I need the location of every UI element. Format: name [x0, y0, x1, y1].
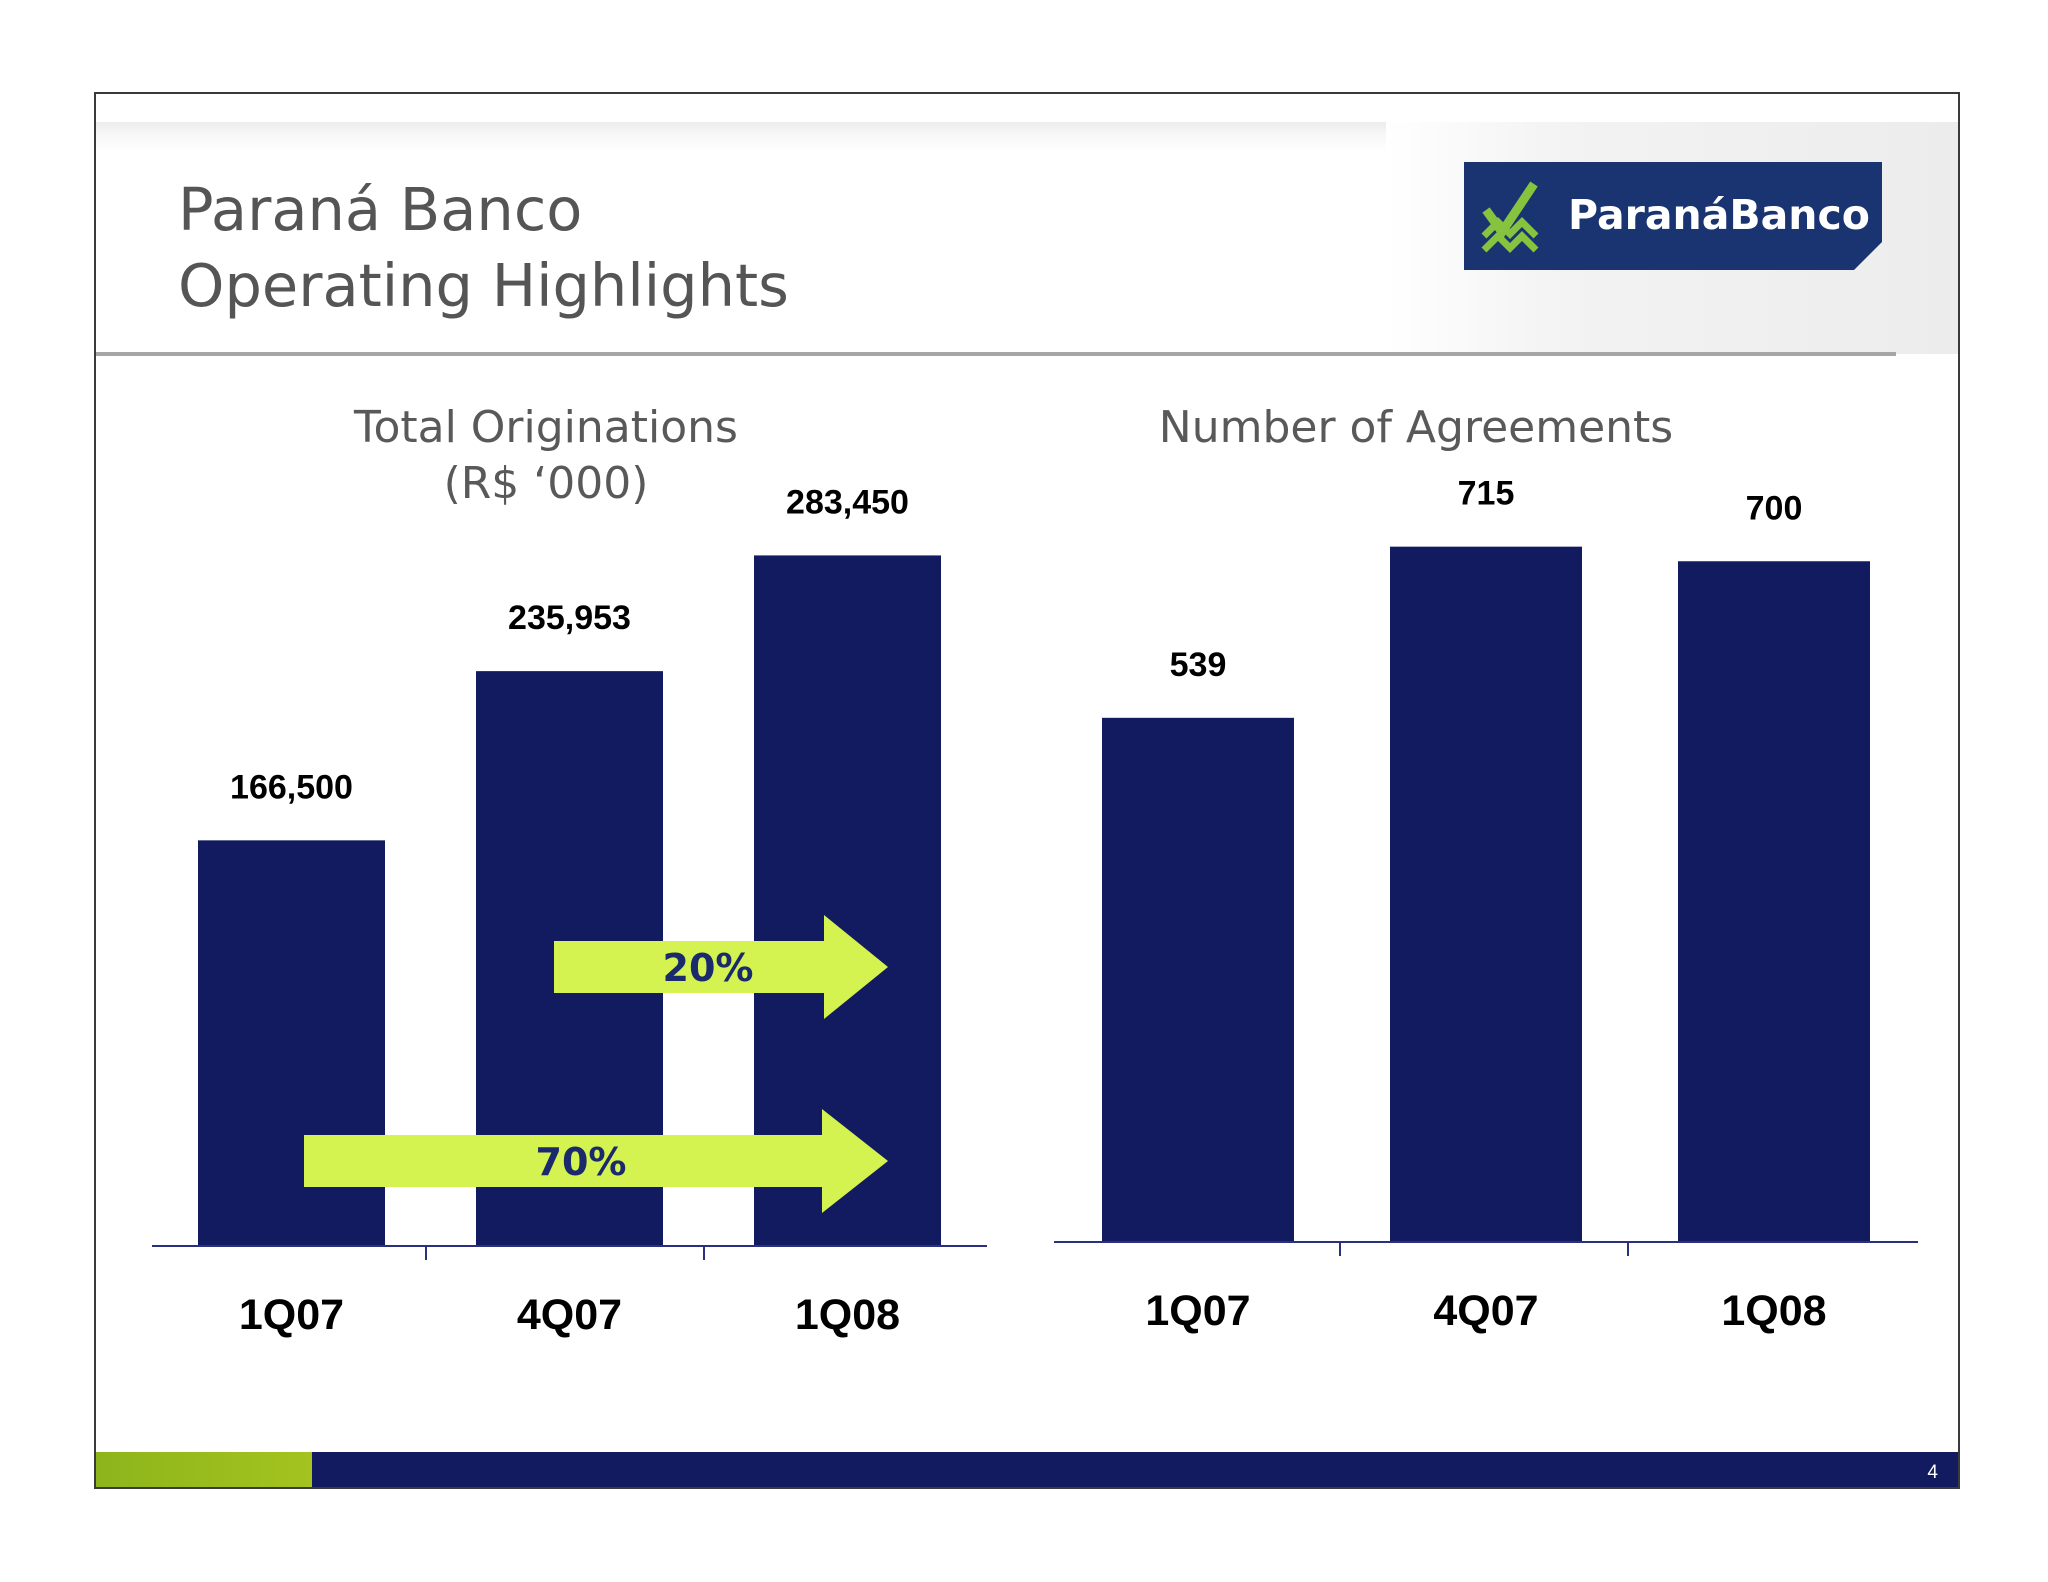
growth-arrow-70pct [304, 1109, 888, 1213]
chart-2-title-text: Number of Agreements [1158, 402, 1674, 453]
chart-1-subtitle: (R$ ‘000) [443, 458, 649, 509]
parana-banco-logo: ParanáBanco [1464, 162, 1882, 270]
data-label: 715 [1458, 475, 1515, 513]
title-line-1: Paraná Banco [178, 175, 583, 244]
logo-badge [1464, 162, 1882, 270]
category-label: 4Q07 [517, 1291, 622, 1339]
bar-1q07 [1102, 717, 1294, 1242]
chart-1-title-text: Total Originations [354, 402, 738, 453]
bar-4q07 [1390, 546, 1582, 1242]
growth-label: 20% [663, 946, 754, 990]
category-label: 1Q08 [1721, 1287, 1826, 1335]
slide-title: Paraná Banco Operating Highlights [178, 172, 789, 324]
title-line-2: Operating Highlights [178, 251, 789, 320]
data-label: 235,953 [508, 599, 631, 637]
footer-bar [312, 1452, 1958, 1487]
category-label: 1Q07 [1145, 1287, 1250, 1335]
category-label: 1Q08 [795, 1291, 900, 1339]
page-number: 4 [1927, 1462, 1938, 1483]
chart-2-title: Number of Agreements [1146, 400, 1686, 456]
data-label: 539 [1170, 646, 1227, 684]
data-label: 700 [1746, 489, 1803, 527]
growth-label: 70% [536, 1140, 627, 1184]
logo-text: ParanáBanco [1568, 191, 1870, 239]
slide: Paraná Banco Operating Highlights Paraná… [94, 92, 1960, 1489]
header-band [96, 122, 1386, 354]
header-divider [96, 352, 1896, 356]
data-label: 283,450 [786, 483, 909, 521]
data-label: 166,500 [230, 768, 353, 806]
agreements-chart: 539 1Q07 715 4Q07 700 1Q08 [1054, 475, 1918, 1335]
originations-chart: 166,500 1Q07 235,953 4Q07 283,450 1Q08 70% 20% [152, 483, 987, 1339]
category-label: 1Q07 [239, 1291, 344, 1339]
chart-1-title: Total Originations (R$ ‘000) [336, 400, 756, 512]
footer-accent-bar [96, 1452, 312, 1487]
bar-1q08 [1678, 561, 1870, 1242]
growth-arrow-20pct [554, 915, 888, 1019]
category-label: 4Q07 [1433, 1287, 1538, 1335]
logo-mark-icon [1481, 181, 1539, 253]
